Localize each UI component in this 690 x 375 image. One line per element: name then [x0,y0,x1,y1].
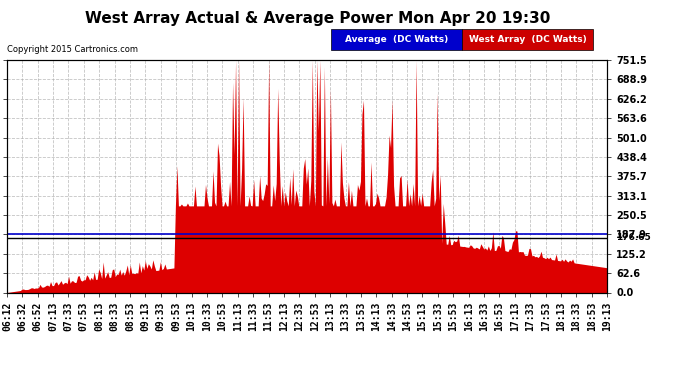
Text: 176.65: 176.65 [616,233,651,242]
Text: Average  (DC Watts): Average (DC Watts) [345,35,448,44]
Text: West Array  (DC Watts): West Array (DC Watts) [469,35,586,44]
Text: Copyright 2015 Cartronics.com: Copyright 2015 Cartronics.com [7,45,138,54]
Text: West Array Actual & Average Power Mon Apr 20 19:30: West Array Actual & Average Power Mon Ap… [85,11,550,26]
